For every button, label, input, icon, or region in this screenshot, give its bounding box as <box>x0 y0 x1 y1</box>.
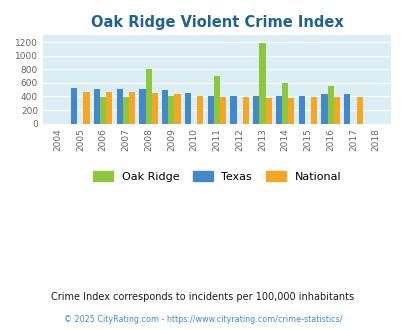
Bar <box>356 97 362 124</box>
Bar <box>343 94 350 124</box>
Bar <box>129 92 135 124</box>
Bar <box>310 97 316 124</box>
Bar <box>100 97 106 124</box>
Legend: Oak Ridge, Texas, National: Oak Ridge, Texas, National <box>88 166 345 186</box>
Bar <box>116 89 123 124</box>
Bar <box>230 96 236 124</box>
Bar <box>197 96 203 124</box>
Bar <box>185 93 191 124</box>
Bar <box>71 88 77 124</box>
Bar <box>162 90 168 124</box>
Bar <box>321 94 327 124</box>
Bar <box>213 76 220 124</box>
Text: © 2025 CityRating.com - https://www.cityrating.com/crime-statistics/: © 2025 CityRating.com - https://www.city… <box>64 315 341 324</box>
Bar <box>281 83 288 124</box>
Bar <box>220 97 226 124</box>
Bar <box>327 85 333 124</box>
Bar <box>94 89 100 124</box>
Bar <box>265 98 271 124</box>
Bar <box>168 96 174 124</box>
Bar <box>259 43 265 124</box>
Bar <box>242 97 248 124</box>
Bar <box>253 96 259 124</box>
Bar <box>275 96 281 124</box>
Bar <box>174 94 180 124</box>
Bar <box>333 97 339 124</box>
Bar <box>139 89 145 124</box>
Bar <box>106 92 112 124</box>
Bar <box>145 69 151 124</box>
Bar <box>123 97 129 124</box>
Bar <box>151 93 158 124</box>
Bar <box>83 92 90 124</box>
Title: Oak Ridge Violent Crime Index: Oak Ridge Violent Crime Index <box>90 15 343 30</box>
Bar <box>288 98 294 124</box>
Text: Crime Index corresponds to incidents per 100,000 inhabitants: Crime Index corresponds to incidents per… <box>51 292 354 302</box>
Bar <box>298 96 304 124</box>
Bar <box>207 96 213 124</box>
